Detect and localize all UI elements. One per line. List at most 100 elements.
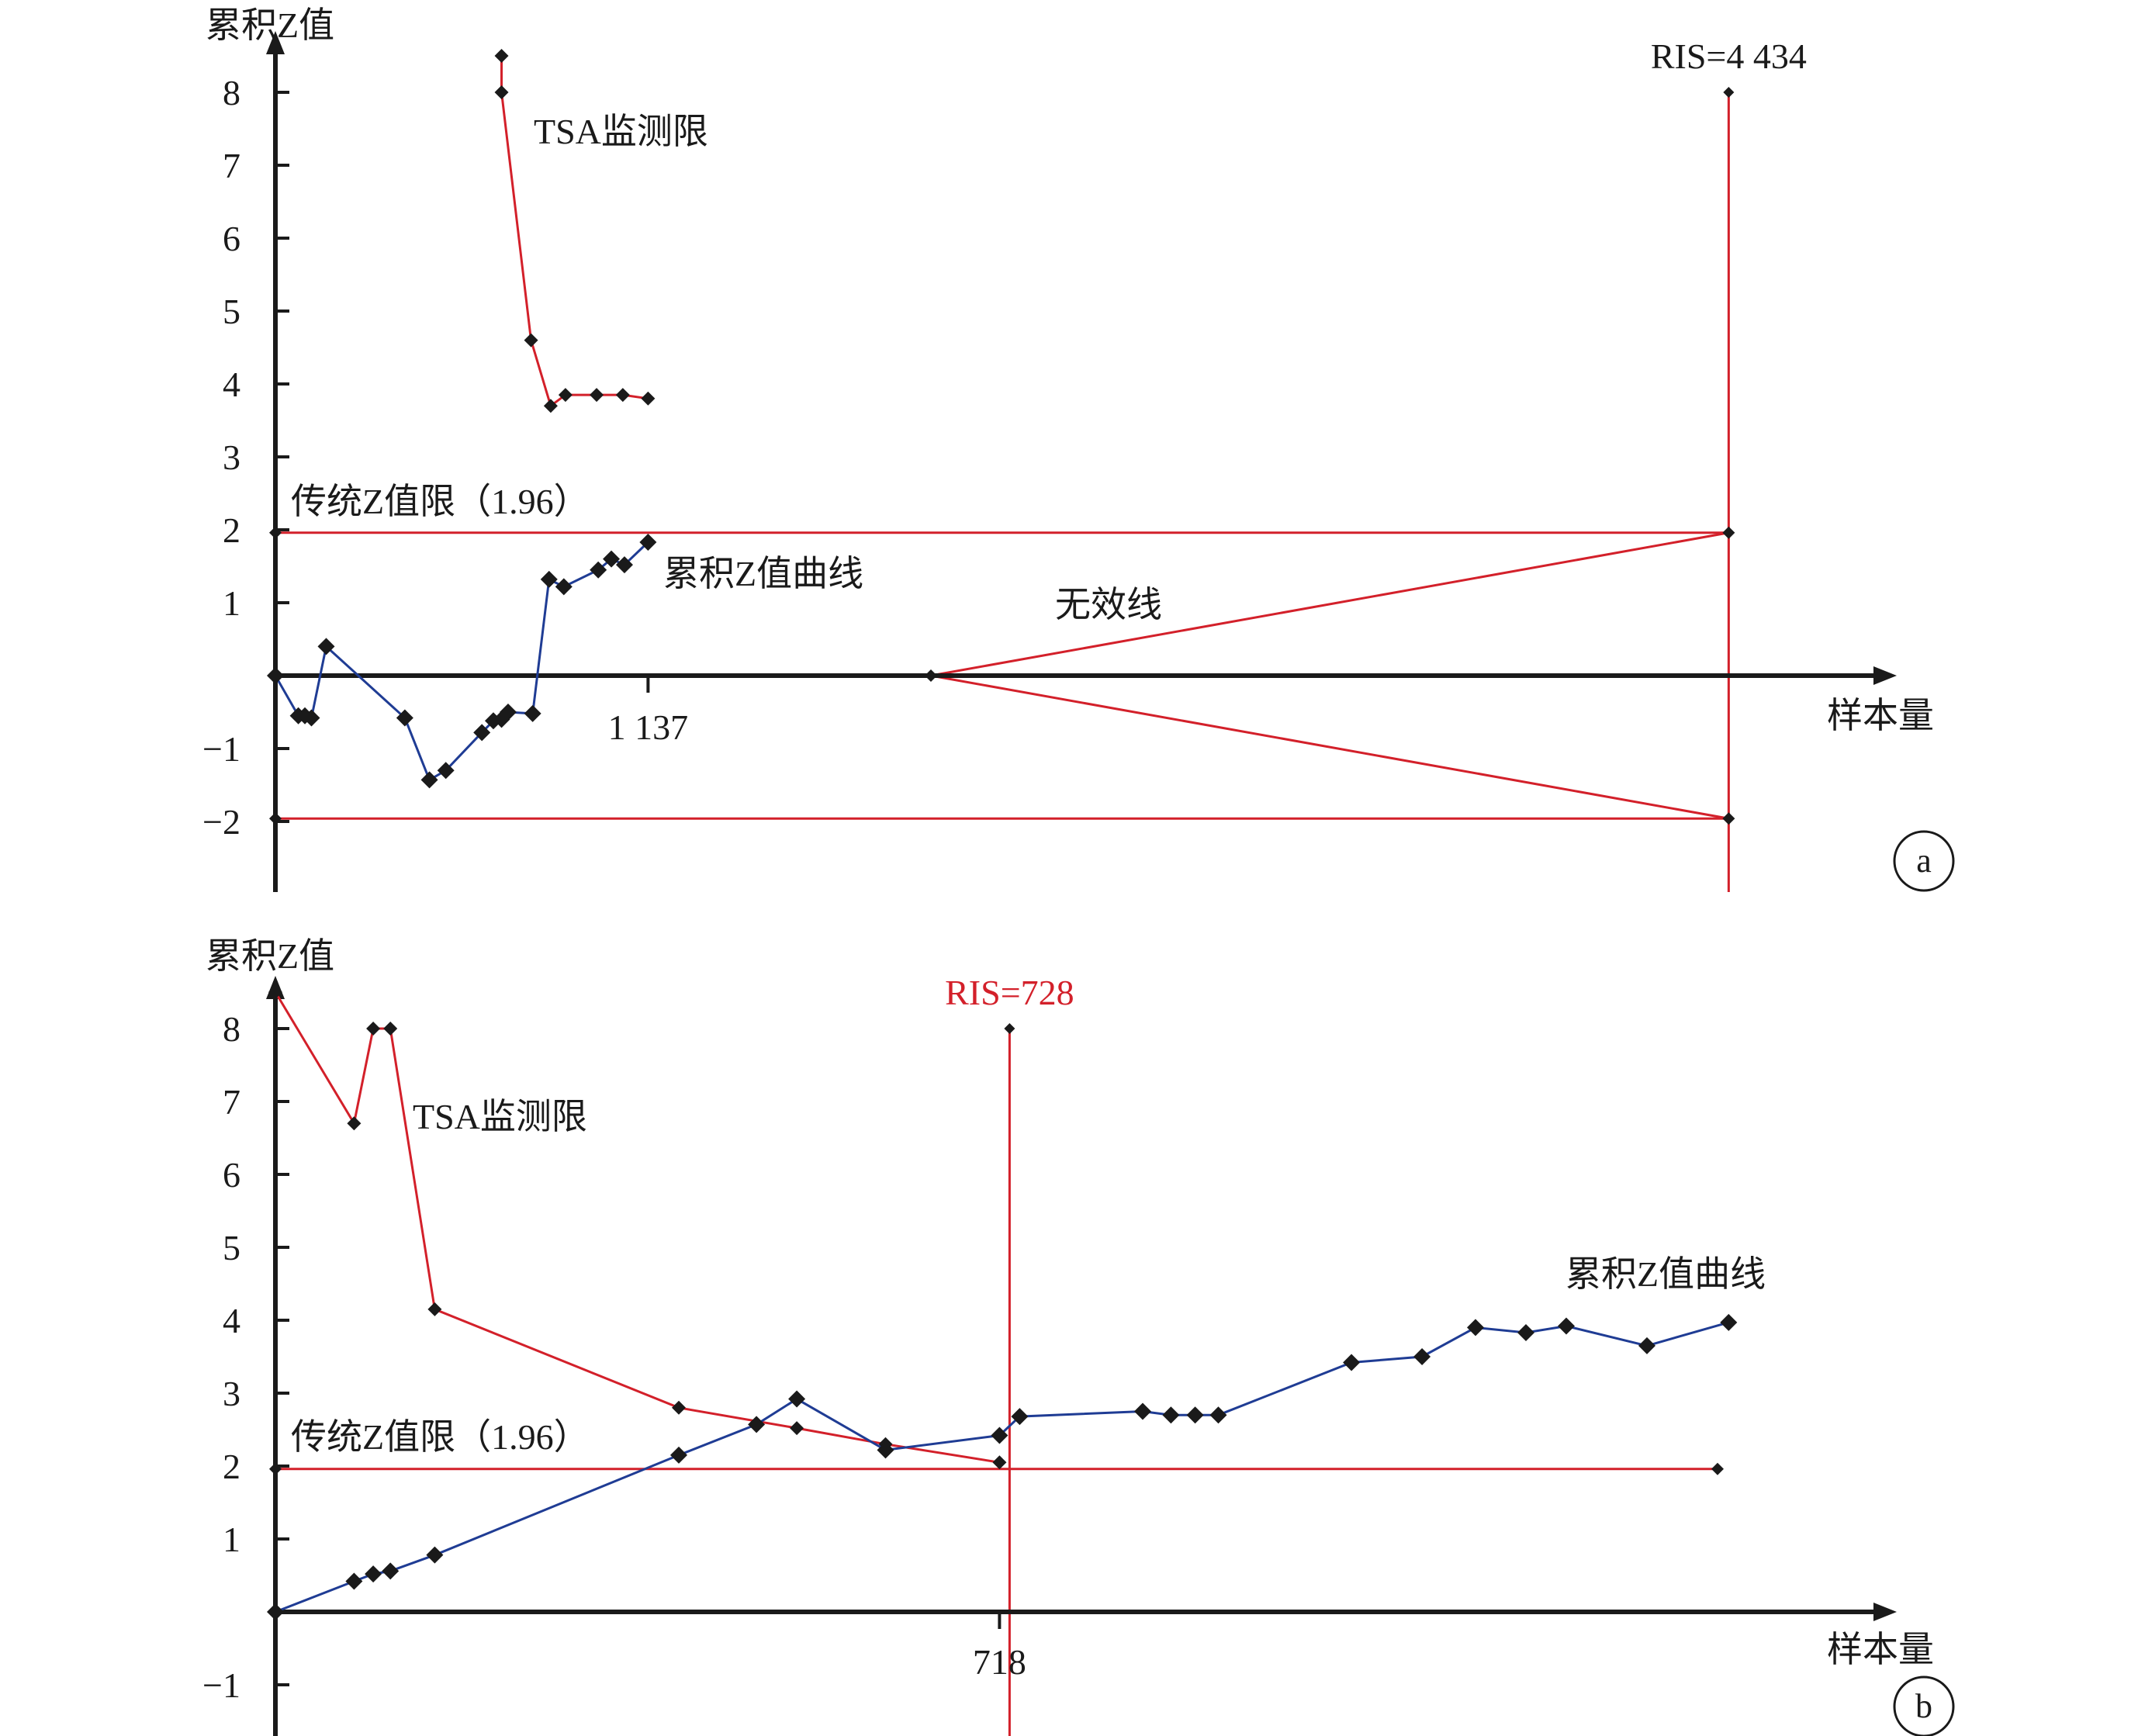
panel-b-y-tick-label: 5 [223,1228,240,1267]
panel-a-futility-origin [925,669,937,682]
panel-a-panel-badge [1893,830,1955,892]
panel-a-z-point [639,533,657,551]
panel-a-futility-line [930,531,1729,677]
panel-b-y-tick-label: 2 [223,1447,240,1486]
panel-a-futility-label: 无效线 [1055,585,1162,624]
panel-a-tsa-point [543,399,558,413]
panel-b-z-point [748,1416,766,1433]
panel-a-z-point [317,638,335,655]
panel-b-z-point [1467,1319,1484,1337]
panel-a: −2 −1 1 2 3 4 5 6 7 8 累积Z值 样本量 1 137 RIS=4 434 TS… [202,5,1955,892]
panel-b-z-point [1011,1408,1029,1426]
panel-b-z-point [1186,1406,1204,1424]
panel-a-y-tick-label: 1 [223,583,240,623]
panel-b-y-tick-label: 8 [223,1009,240,1049]
panel-a-y-ticks: −2 −1 1 2 3 4 5 6 7 8 [202,73,650,842]
panel-a-z-point [615,556,633,574]
panel-a-z-point [396,709,413,727]
panel-a-z-point [420,771,438,789]
panel-a-z-point [555,578,573,596]
panel-b-z-point [670,1446,687,1464]
panel-a-y-tick-label: 7 [223,146,240,185]
panel-a-tsa-point [641,391,656,406]
panel-b-tsa-point [347,1116,362,1131]
panel-b-tsa-point [383,1022,398,1036]
panel-b-tsa-point [992,1455,1007,1470]
panel-b-z-point [426,1546,444,1564]
panel-b-y-tick-label: 6 [223,1155,240,1195]
panel-b-z-point [1209,1406,1227,1424]
panel-a-panel-label: a [1916,842,1932,880]
panel-b-y-tick-label: 1 [223,1520,240,1559]
panel-b-z-point [1134,1402,1151,1420]
panel-b-x-tick-label: 718 [973,1642,1026,1682]
panel-b-ris-marker [1004,1023,1015,1034]
panel-b-y-axis-label: 累积Z值 [206,936,334,976]
panel-b-tsa-label: TSA监测限 [413,1097,587,1136]
panel-a-z-point [590,561,607,579]
panel-a-conventional-end-marker [1722,812,1735,825]
panel-a-tsa-boundary [500,56,649,408]
panel-a-y-tick-label: 6 [223,219,240,258]
panel-b-z-point [1638,1337,1655,1354]
panel-a-futility-line [930,674,1729,820]
panel-a-y-tick-label: 3 [223,437,240,477]
panel-a-y-tick-label: 2 [223,510,240,550]
panel-a-z-curve [274,541,649,782]
panel-a-conventional-label: 传统Z值限（1.96） [291,482,590,521]
panel-a-z-point [540,570,558,588]
panel-b-x-axis-label: 样本量 [1827,1630,1934,1669]
panel-a-conventional-start-marker [269,812,282,825]
panel-a-z-point [499,704,517,721]
panel-b: −1 1 2 3 4 5 6 7 8 累积Z值 样本量 718 RIS=728 TSA监测限 累… [202,936,1955,1736]
panel-b-tsa-point [427,1302,442,1316]
panel-a-tsa-point [615,388,630,403]
panel-a-x-axis-arrow [1873,666,1897,685]
panel-b-panel-label: b [1915,1687,1932,1725]
panel-a-z-point [437,762,455,780]
panel-b-z-point [788,1390,806,1408]
panel-b-y-tick-label: 4 [223,1301,240,1340]
panel-b-series [267,985,1738,1620]
panel-b-x-axis-arrow [1873,1603,1897,1621]
panel-b-z-point [382,1562,400,1580]
panel-a-z-point [603,550,621,568]
panel-a-tsa-point [494,85,509,99]
panel-b-z-point [991,1426,1008,1444]
panel-a-z-point [473,724,491,742]
panel-a-z-point [267,667,284,684]
panel-a-z-curve-label: 累积Z值曲线 [663,554,863,593]
panel-b-z-point [1517,1323,1534,1341]
panel-a-y-axis-label: 累积Z值 [206,5,334,45]
panel-a-conventional-start-marker [269,526,282,539]
panel-a-y-tick-label: 8 [223,73,240,112]
panel-a-x-tick-label: 1 137 [608,707,689,747]
panel-b-z-point [1413,1348,1431,1365]
panel-b-z-point [877,1441,894,1459]
panel-a-y-tick-label: −2 [202,802,240,842]
panel-b-z-point [267,1603,284,1620]
panel-b-z-point [1343,1354,1361,1371]
panel-b-y-tick-label: 3 [223,1374,240,1413]
panel-b-z-point [1558,1317,1575,1335]
panel-b-z-curve-label: 累积Z值曲线 [1565,1254,1766,1294]
panel-b-y-tick-label: −1 [202,1665,240,1705]
panel-a-y-tick-label: 4 [223,365,240,404]
panel-a-conventional-end-marker [1722,526,1735,539]
panel-b-z-curve [275,1321,1729,1613]
panel-b-y-ticks: −1 1 2 3 4 5 6 7 8 [202,1009,1002,1705]
panel-a-tsa-point [494,49,509,63]
panel-b-labels: 累积Z值 样本量 718 RIS=728 TSA监测限 累积Z值曲线 传统Z值限… [206,936,1955,1736]
panel-b-boundary-lines [275,1029,1718,1736]
panel-b-conventional-end-marker [1711,1462,1724,1475]
panel-b-tsa-point [366,1022,381,1036]
panel-b-z-point [345,1572,363,1590]
panel-a-y-tick-label: 5 [223,292,240,331]
panel-b-z-point [1720,1313,1738,1331]
panel-a-tsa-label: TSA监测限 [534,112,708,151]
panel-b-conventional-label: 传统Z值限（1.96） [291,1417,590,1457]
panel-b-tsa-point [790,1421,804,1436]
panel-a-y-axis-arrow [266,31,285,54]
panel-a-series [267,49,1735,825]
